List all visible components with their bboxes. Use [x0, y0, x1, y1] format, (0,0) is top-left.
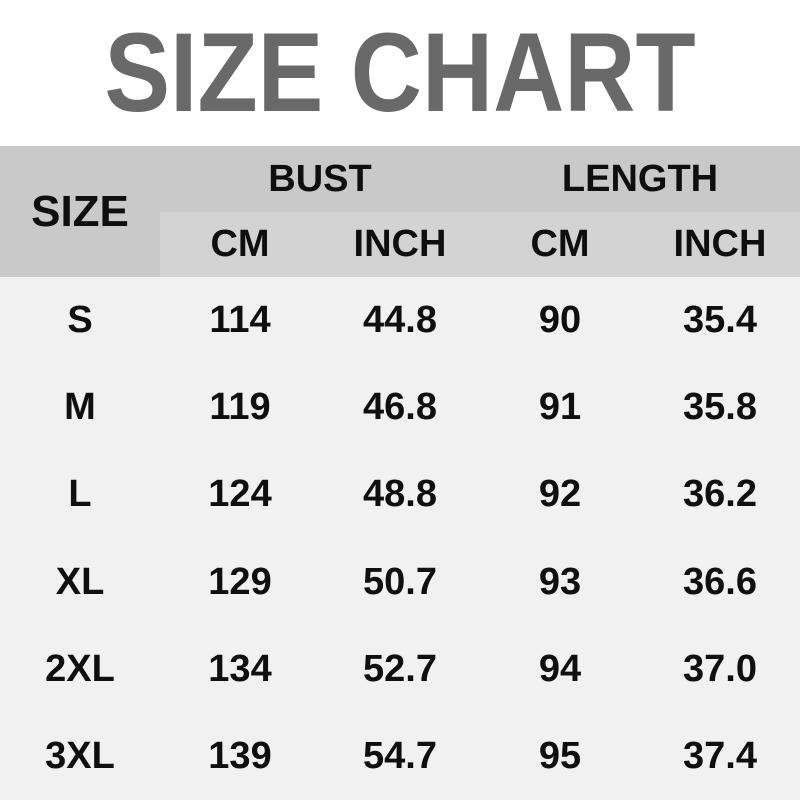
column-group-length: LENGTH [480, 146, 800, 212]
cell-length-inch: 36.2 [683, 473, 757, 516]
size-chart-table-header: SIZE BUST LENGTH CM INCH CM INCH [0, 146, 800, 277]
cell-length-cm: 91 [538, 386, 582, 429]
cell-length-inch: 35.4 [683, 299, 757, 342]
column-header-length-cm: CM [480, 212, 640, 277]
cell-bust-inch: 44.8 [363, 299, 437, 342]
page-title: SIZE CHART [104, 10, 696, 135]
column-header-length-inch: INCH [640, 212, 800, 277]
cell-bust-inch: 50.7 [363, 560, 437, 603]
table-row-m: M 119 46.8 91 35.8 [0, 364, 800, 451]
cell-length-cm: 95 [538, 734, 582, 777]
cell-length-cm: 94 [538, 647, 582, 690]
cell-bust-inch: 52.7 [363, 647, 437, 690]
cell-size: M [64, 386, 96, 429]
cell-bust-inch: 46.8 [363, 386, 437, 429]
table-row-s: S 114 44.8 90 35.4 [0, 277, 800, 364]
title-band: SIZE CHART [0, 0, 800, 146]
size-chart-table-body: S 114 44.8 90 35.4 M 119 46.8 91 35.8 L … [0, 277, 800, 800]
cell-bust-cm: 119 [209, 386, 271, 429]
cell-bust-cm: 124 [208, 473, 272, 516]
cell-bust-cm: 139 [208, 734, 272, 777]
cell-bust-inch: 48.8 [363, 473, 437, 516]
cell-size: L [68, 473, 92, 516]
table-row-l: L 124 48.8 92 36.2 [0, 451, 800, 538]
cell-length-cm: 93 [538, 560, 582, 603]
cell-length-cm: 90 [538, 299, 582, 342]
cell-size: XL [55, 560, 105, 603]
cell-size: 3XL [45, 734, 115, 777]
column-header-bust-cm: CM [160, 212, 320, 277]
table-row-3xl: 3XL 139 54.7 95 37.4 [0, 713, 800, 800]
cell-length-inch: 37.4 [683, 734, 757, 777]
cell-length-inch: 35.8 [683, 386, 757, 429]
cell-length-inch: 36.6 [683, 560, 757, 603]
cell-bust-cm: 129 [208, 560, 272, 603]
cell-length-inch: 37.0 [683, 647, 757, 690]
cell-length-cm: 92 [538, 473, 582, 516]
column-header-bust-inch: INCH [320, 212, 480, 277]
table-row-xl: XL 129 50.7 93 36.6 [0, 539, 800, 626]
column-header-size: SIZE [0, 146, 160, 277]
cell-size: S [67, 299, 93, 342]
column-group-bust: BUST [160, 146, 480, 212]
cell-bust-inch: 54.7 [363, 734, 437, 777]
table-row-2xl: 2XL 134 52.7 94 37.0 [0, 626, 800, 713]
cell-bust-cm: 114 [209, 299, 271, 342]
cell-size: 2XL [45, 647, 115, 690]
cell-bust-cm: 134 [208, 647, 272, 690]
